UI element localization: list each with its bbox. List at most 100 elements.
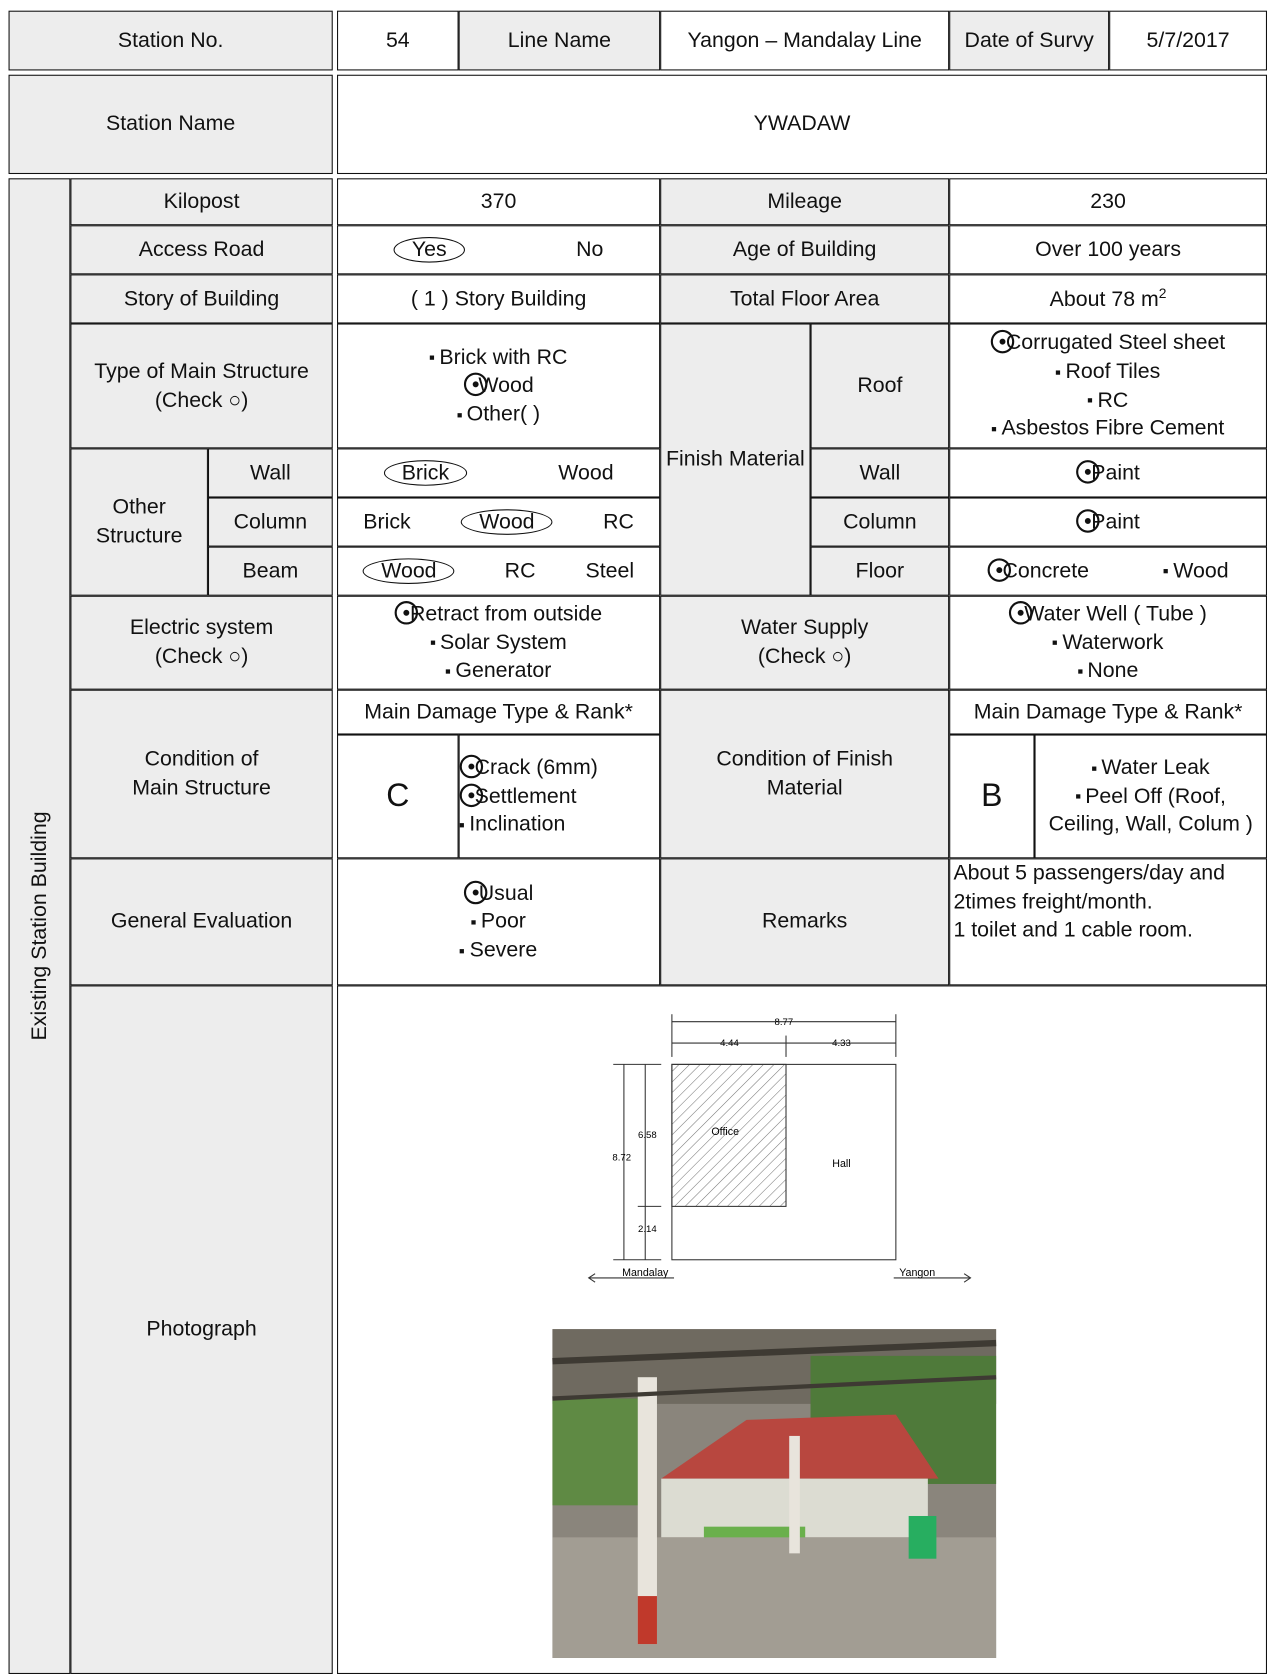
floor-area-value: About 78 m2 — [1050, 284, 1167, 314]
main-condition-label: Condition of Main Structure — [70, 689, 333, 859]
other-beam: Wood RC Steel — [337, 546, 661, 596]
option: Water Leak — [1092, 754, 1209, 782]
section-label: Existing Station Building — [8, 178, 71, 1674]
option: Corrugated Steel sheet — [991, 329, 1225, 357]
line-name-label-text: Line Name — [507, 28, 611, 52]
finish-rank: B — [949, 734, 1035, 859]
floor-area-sup: 2 — [1158, 284, 1167, 301]
evaluation-label: General Evaluation — [70, 858, 333, 986]
finish-damage-header: Main Damage Type & Rank* — [949, 689, 1267, 735]
office-area — [671, 1063, 787, 1207]
plan-label: Hall — [832, 1158, 850, 1170]
finish-material-label-text: Finish Material — [665, 447, 805, 472]
plan-label: 4.44 — [720, 1038, 739, 1049]
roof-label: Roof — [810, 323, 950, 449]
mileage-text: 230 — [1090, 189, 1126, 214]
finish-floor-label-text: Floor — [855, 559, 905, 583]
age: Over 100 years — [949, 225, 1267, 275]
remarks-line: 2times freight/month. — [953, 889, 1153, 914]
option: Other( ) — [457, 400, 540, 428]
floor-area-text: About 78 m — [1049, 287, 1159, 312]
age-label: Age of Building — [660, 225, 950, 275]
remarks-line: 1 toilet and 1 cable room. — [953, 918, 1193, 942]
main-damage: Crack (6mm) Settlement Inclination — [458, 734, 661, 859]
option: Generator — [446, 657, 551, 685]
finish-floor-label: Floor — [810, 546, 950, 596]
water-label-note: (Check ○) — [757, 644, 852, 669]
main-structure-label-note: (Check ○) — [154, 388, 249, 412]
finish-wall: Paint — [949, 448, 1267, 498]
option: Asbestos Fibre Cement — [992, 414, 1224, 442]
option: Waterwork — [1053, 628, 1163, 656]
other-column-label-text: Column — [233, 509, 308, 534]
floor-area-label-text: Total Floor Area — [729, 286, 880, 311]
option: Concrete — [988, 557, 1089, 585]
kilopost-text: 370 — [480, 189, 517, 214]
water: Water Well ( Tube ) Waterwork None — [949, 595, 1267, 690]
floor-area-label: Total Floor Area — [660, 274, 950, 324]
option: Paint — [1076, 508, 1140, 536]
water-label-label: Water Supply — [741, 616, 869, 640]
electric: Retract from outside Solar System Generato… — [337, 595, 661, 690]
main-damage-header-text: Main Damage Type & Rank* — [364, 700, 633, 724]
date-label-text: Date of Survy — [964, 28, 1094, 52]
plan-label: 8.77 — [775, 1017, 794, 1028]
option: Crack (6mm) — [460, 754, 598, 782]
main-rank-text: C — [386, 778, 410, 814]
other-structure-label-text: Other Structure — [95, 495, 183, 548]
mileage-label-text: Mileage — [767, 189, 843, 214]
option: Yes — [393, 237, 465, 263]
story-label-text: Story of Building — [123, 286, 280, 311]
finish-rank-text: B — [981, 778, 1003, 814]
option: Brick — [383, 460, 468, 486]
remarks-label: Remarks — [660, 858, 950, 986]
station-name-label: Station Name — [8, 74, 333, 175]
main-structure: Brick with RC Wood Other( ) — [337, 323, 661, 449]
option: Wood — [463, 372, 533, 400]
date: 5/7/2017 — [1109, 10, 1267, 71]
other-beam-label-text: Beam — [242, 559, 299, 583]
other-column-label: Column — [207, 497, 333, 547]
other-wall-label-text: Wall — [250, 460, 291, 485]
main-condition-label-text: Condition of Main Structure — [132, 747, 271, 800]
other-structure-label: Other Structure — [70, 448, 208, 596]
option: None — [1078, 657, 1138, 685]
finish-material-label: Finish Material — [660, 323, 811, 596]
water-label: Water Supply (Check ○) — [660, 595, 950, 690]
age-text: Over 100 years — [1035, 237, 1181, 262]
other-column: Brick Wood RC — [337, 497, 661, 547]
story: ( 1 ) Story Building — [337, 274, 661, 324]
plan-label: Yangon — [899, 1267, 935, 1279]
remarks-line: About 5 passengers/day and — [953, 861, 1226, 886]
station-photo — [552, 1329, 997, 1658]
evaluation-label-text: General Evaluation — [110, 909, 293, 934]
station-no-label-text: Station No. — [117, 28, 224, 52]
option: No — [576, 237, 604, 262]
option: Retract from outside — [395, 600, 602, 628]
kilopost-label-text: Kilopost — [163, 189, 240, 214]
plan-label: 6.58 — [638, 1130, 657, 1141]
roof: Corrugated Steel sheet Roof Tiles RC Asbest… — [949, 323, 1267, 449]
station-no-label: Station No. — [8, 10, 333, 71]
access-road: Yes No — [337, 225, 661, 275]
mileage-label: Mileage — [660, 178, 950, 226]
option: Peel Off (Roof, Ceiling, Wall, Colum ) — [1049, 782, 1253, 839]
option: Steel — [585, 559, 635, 583]
finish-damage: Water Leak Peel Off (Roof, Ceiling, Wall,… — [1034, 734, 1267, 859]
line-name-text: Yangon – Mandalay Line — [687, 28, 922, 52]
mileage: 230 — [949, 178, 1267, 226]
option: Wood — [363, 558, 455, 584]
option: Paint — [1076, 459, 1140, 487]
age-label-text: Age of Building — [732, 237, 877, 262]
finish-wall-label: Wall — [810, 448, 950, 498]
option: Inclination — [460, 811, 565, 839]
station-name: YWADAW — [337, 74, 1267, 175]
kilopost-label: Kilopost — [70, 178, 333, 226]
electric-label-note: (Check ○) — [154, 644, 249, 669]
option: Brick — [363, 509, 411, 534]
access-road-label: Access Road — [70, 225, 333, 275]
line-name: Yangon – Mandalay Line — [660, 10, 950, 71]
option: Wood — [461, 509, 553, 535]
floor-area: About 78 m2 — [949, 274, 1267, 324]
